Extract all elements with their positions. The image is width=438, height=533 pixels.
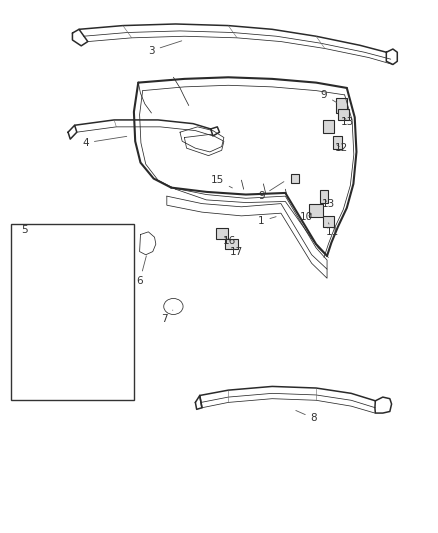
Bar bbox=[11, 224, 134, 400]
Text: 9: 9 bbox=[257, 182, 283, 201]
Text: 3: 3 bbox=[148, 41, 181, 55]
Text: 4: 4 bbox=[82, 136, 127, 148]
Text: 17: 17 bbox=[229, 247, 242, 256]
FancyBboxPatch shape bbox=[215, 228, 227, 239]
FancyBboxPatch shape bbox=[225, 239, 238, 249]
FancyBboxPatch shape bbox=[332, 136, 341, 149]
Ellipse shape bbox=[163, 298, 183, 314]
Text: 9: 9 bbox=[320, 90, 336, 102]
FancyBboxPatch shape bbox=[335, 98, 347, 113]
Text: 1: 1 bbox=[257, 216, 276, 226]
FancyBboxPatch shape bbox=[322, 216, 333, 227]
Text: 12: 12 bbox=[334, 143, 347, 153]
FancyBboxPatch shape bbox=[309, 204, 322, 217]
Text: 13: 13 bbox=[321, 199, 334, 208]
FancyBboxPatch shape bbox=[337, 109, 348, 120]
FancyBboxPatch shape bbox=[322, 120, 333, 133]
Text: 7: 7 bbox=[161, 310, 173, 324]
Text: 5: 5 bbox=[21, 225, 28, 235]
Text: 6: 6 bbox=[136, 256, 146, 286]
FancyBboxPatch shape bbox=[290, 174, 299, 183]
Text: 11: 11 bbox=[325, 223, 339, 237]
Text: 10: 10 bbox=[299, 213, 312, 222]
Text: 16: 16 bbox=[222, 236, 235, 246]
Text: 8: 8 bbox=[295, 410, 317, 423]
Text: 15: 15 bbox=[210, 175, 232, 188]
Text: 13: 13 bbox=[340, 117, 353, 126]
FancyBboxPatch shape bbox=[319, 190, 328, 203]
